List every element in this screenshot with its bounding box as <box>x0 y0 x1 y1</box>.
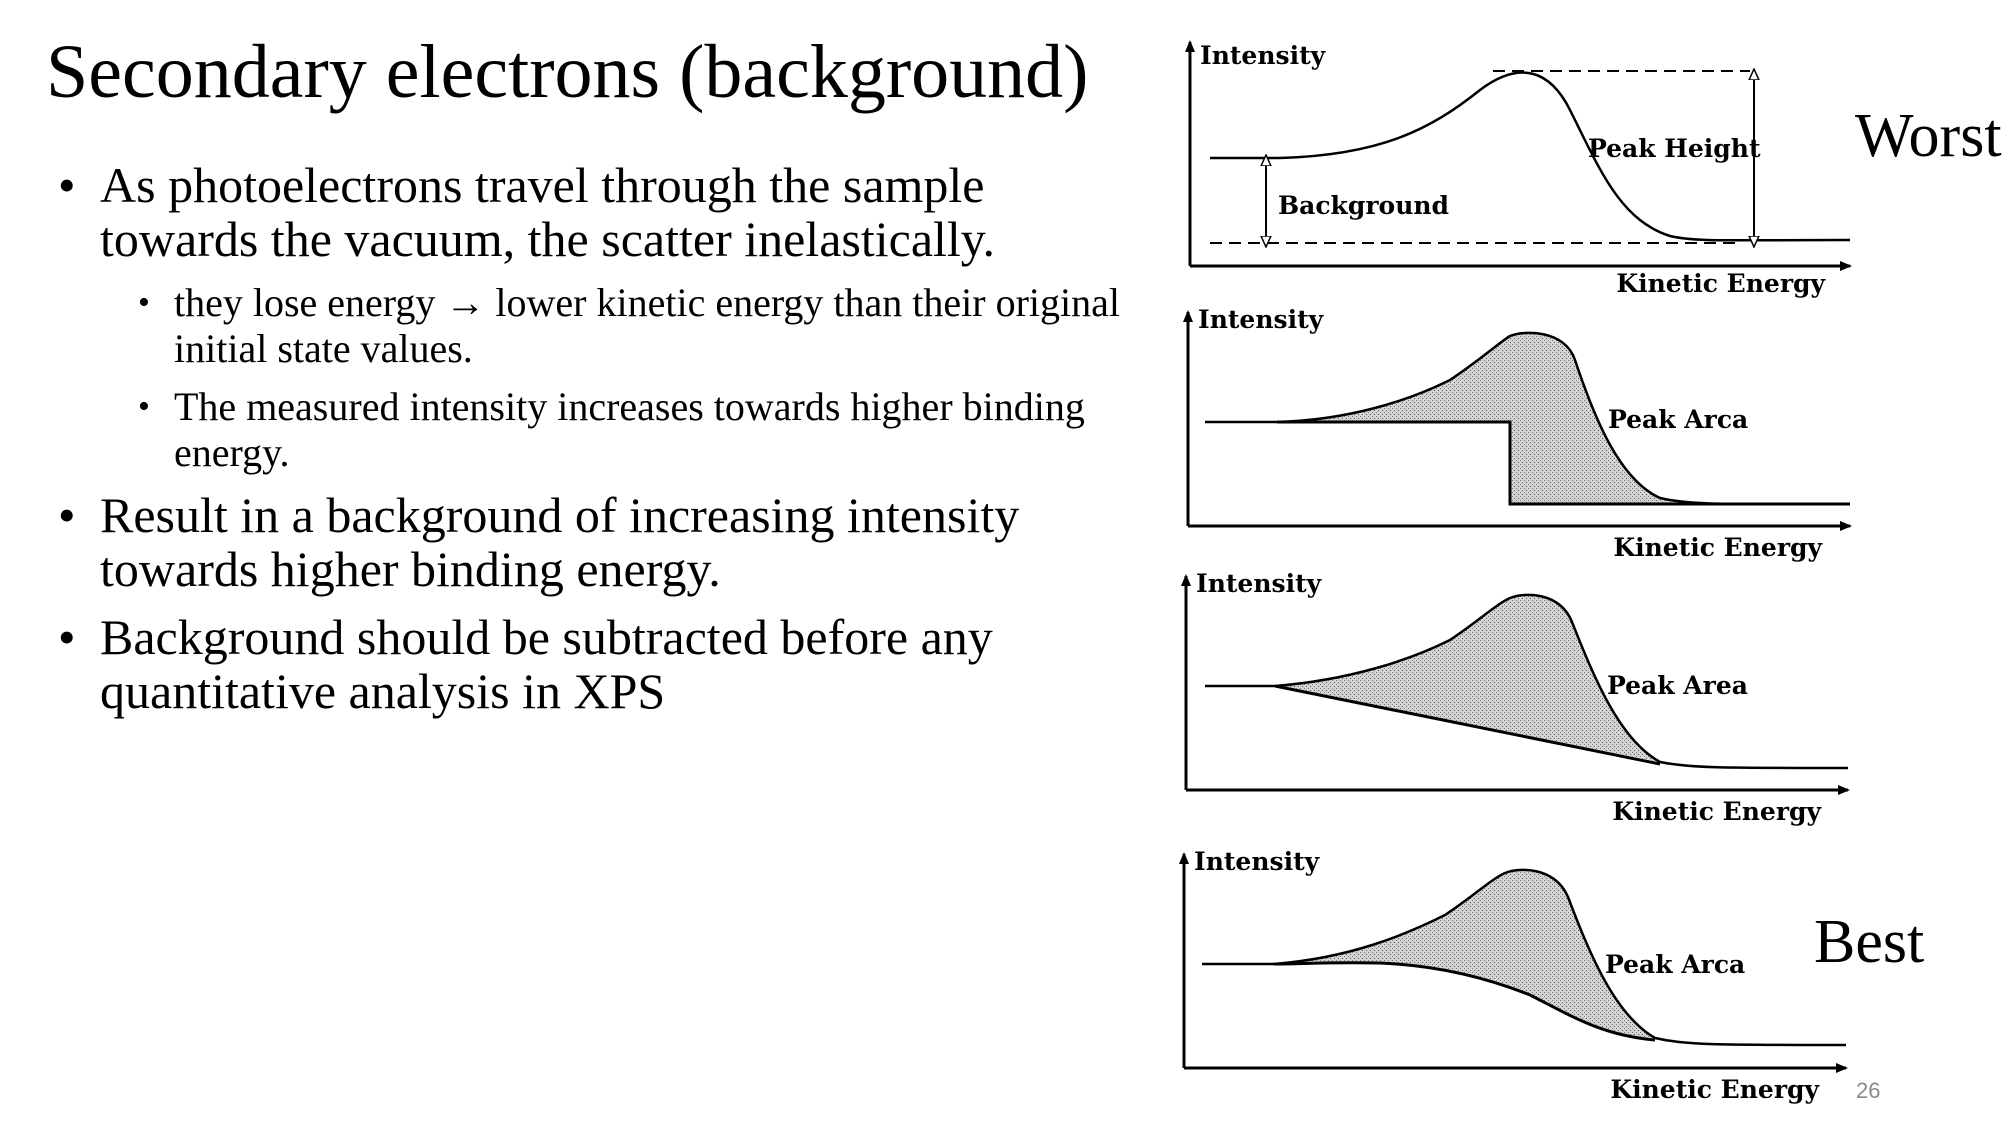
spectrum-curve <box>1202 868 1847 1047</box>
peak-area-label: Peak Arca <box>1605 950 1745 979</box>
x-axis-label: Kinetic Energy <box>1613 533 1823 562</box>
x-axis-label: Kinetic Energy <box>1612 797 1822 826</box>
sub-bullet-item: they lose energy → lower kinetic energy … <box>58 280 1138 372</box>
diagram-panel-shirley-background: Intensity Kinetic Energy Peak Arca Best <box>1179 847 1924 1104</box>
diagram-panel-peak-height: Intensity Kinetic Energy Background Peak… <box>1185 40 2002 298</box>
slide-title: Secondary electrons (background) <box>46 30 1089 114</box>
bullet-list: As photoelectrons travel through the sam… <box>58 158 1138 732</box>
peak-area-shaded <box>1275 594 1660 762</box>
peak-area-label: Peak Area <box>1607 671 1748 700</box>
x-axis-label: Kinetic Energy <box>1610 1075 1820 1104</box>
spectrum-curve <box>1210 71 1851 242</box>
diagram-panel-linear-background: Intensity Kinetic Energy Peak Area <box>1181 569 1850 826</box>
y-axis-label: Intensity <box>1194 847 1321 876</box>
bullet-item: As photoelectrons travel through the sam… <box>58 158 1138 266</box>
x-axis-label: Kinetic Energy <box>1616 269 1826 298</box>
peak-area-shaded <box>1274 869 1655 1038</box>
linear-background-line <box>1274 684 1661 766</box>
background-diagrams: Intensity Kinetic Energy Background Peak… <box>1150 30 2005 1130</box>
worst-label: Worst <box>1855 102 2002 170</box>
peak-area-shaded <box>1277 332 1850 505</box>
peak-area-label: Peak Arca <box>1608 405 1748 434</box>
bullet-item: Result in a background of increasing int… <box>58 488 1138 596</box>
spectrum-curve <box>1205 331 1851 506</box>
diagram-panel-step-background: Intensity Kinetic Energy Peak Arca <box>1183 305 1852 562</box>
peak-height-label: Peak Height <box>1588 134 1761 163</box>
diagram-canvas: Intensity Kinetic Energy Background Peak… <box>1179 40 2002 1104</box>
y-axis-label: Intensity <box>1196 569 1323 598</box>
shirley-background-line <box>1273 961 1656 1042</box>
spectrum-curve <box>1205 593 1849 770</box>
y-axis-label: Intensity <box>1198 305 1325 334</box>
best-label: Best <box>1814 908 1924 976</box>
step-background-line <box>1277 420 1850 506</box>
y-axis-label: Intensity <box>1200 41 1327 70</box>
page-number: 26 <box>1856 1078 1880 1103</box>
bullet-item: Background should be subtracted before a… <box>58 610 1138 718</box>
background-label: Background <box>1278 191 1449 220</box>
sub-bullet-item: The measured intensity increases towards… <box>58 384 1138 476</box>
